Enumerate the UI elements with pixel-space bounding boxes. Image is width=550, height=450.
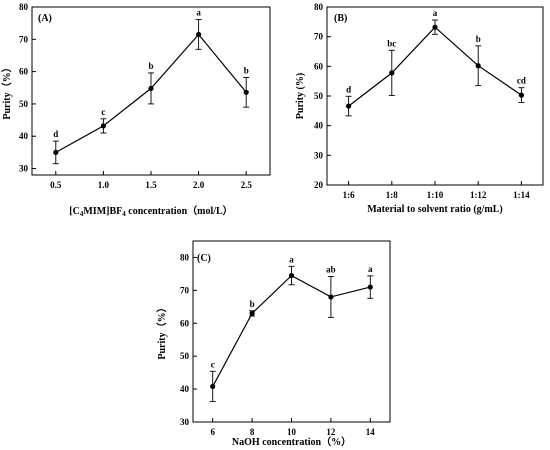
data-point <box>346 103 352 109</box>
data-point <box>288 272 295 279</box>
y-tick-label: 30 <box>180 417 190 427</box>
y-tick-label: 70 <box>19 34 29 44</box>
y-tick-label: 80 <box>314 2 324 12</box>
significance-label: c <box>211 359 215 369</box>
x-tick-label: 1.5 <box>145 180 157 190</box>
y-tick-label: 50 <box>180 351 190 361</box>
panel-label: (C) <box>197 253 211 264</box>
y-axis-label: Purity（%） <box>0 62 13 119</box>
x-tick-label: 6 <box>210 427 215 437</box>
x-tick-label: 8 <box>250 427 255 437</box>
data-point <box>100 123 106 129</box>
y-tick-label: 40 <box>314 121 324 131</box>
significance-label: a <box>196 8 201 18</box>
data-point <box>243 89 249 95</box>
significance-label: b <box>250 299 255 309</box>
x-tick-label: 12 <box>326 427 336 437</box>
panel-b: 20 30 40 50 60 70 80 1:6 1:8 1:10 1:12 1:14 d bc a b cd (… <box>295 2 544 215</box>
significance-label: a <box>368 264 373 274</box>
y-axis-label: Purity (%) <box>295 73 306 119</box>
x-tick-label: 14 <box>366 427 376 437</box>
y-tick-label: 70 <box>314 32 324 42</box>
x-tick-label: 1:8 <box>386 190 398 200</box>
x-tick-label: 1:12 <box>470 190 487 200</box>
data-point <box>367 284 373 290</box>
y-axis-label: Purity（%） <box>155 302 168 359</box>
panel-label: (B) <box>334 13 347 24</box>
y-tick-label: 60 <box>180 318 190 328</box>
data-point <box>328 294 334 300</box>
y-tick-label: 40 <box>19 131 29 141</box>
y-tick-label: 50 <box>314 91 324 101</box>
data-point <box>518 92 525 98</box>
panel-label: (A) <box>38 13 52 24</box>
y-tick-label: 30 <box>19 164 29 174</box>
x-tick-label: 0.5 <box>50 180 62 190</box>
significance-label: a <box>433 8 438 18</box>
significance-label: b <box>476 34 481 44</box>
x-tick-label: 10 <box>287 427 297 437</box>
x-axis-label-subscript: 4 <box>122 210 126 218</box>
x-axis-label: Material to solvent ratio (g/mL) <box>367 204 503 215</box>
x-tick-label: 1.0 <box>98 180 110 190</box>
data-point <box>432 24 438 30</box>
x-tick-label: 1:10 <box>427 190 444 200</box>
x-axis-label-part: [C <box>69 206 80 217</box>
data-point <box>475 63 481 69</box>
y-tick-label: 60 <box>19 67 29 77</box>
x-tick-label: 1:14 <box>513 190 530 200</box>
y-tick-label: 80 <box>180 252 190 262</box>
significance-label: cd <box>517 76 526 86</box>
data-point <box>249 310 255 316</box>
y-tick-label: 80 <box>19 2 29 12</box>
panel-a: 30 40 50 60 70 80 0.5 1.0 1.5 2.0 2.5 d c b a b (A) Purit… <box>0 2 271 218</box>
data-point <box>53 149 59 155</box>
significance-label: b <box>148 61 153 71</box>
data-point <box>148 85 154 92</box>
y-tick-label: 70 <box>180 285 190 295</box>
significance-label: bc <box>387 38 396 48</box>
significance-label: d <box>53 129 58 139</box>
data-point <box>210 383 216 390</box>
y-tick-label: 40 <box>180 384 190 394</box>
x-axis-label: [C4MIM]BF4 concentration（mol/L） <box>69 204 232 218</box>
significance-label: d <box>346 84 351 94</box>
significance-label: ab <box>326 265 336 275</box>
x-axis-label-part: MIM]BF <box>83 206 122 217</box>
x-axis-label-subscript: 4 <box>80 210 84 218</box>
y-tick-label: 60 <box>314 61 324 71</box>
data-point <box>389 70 395 76</box>
x-tick-label: 1:6 <box>343 190 355 200</box>
x-tick-label: 2.5 <box>241 180 253 190</box>
series-line <box>212 274 371 387</box>
significance-label: c <box>101 107 105 117</box>
y-tick-label: 20 <box>314 180 324 190</box>
x-axis-label: NaOH concentration（%） <box>232 435 351 448</box>
significance-label: a <box>289 254 294 264</box>
panel-c: 30 40 50 60 70 80 6 8 10 12 14 c b a ab a (C) Purity（%） Na… <box>155 240 391 448</box>
significance-label: b <box>244 65 249 75</box>
data-point <box>196 31 202 38</box>
series-line <box>348 26 522 107</box>
x-axis-label-part: concentration（mol/L） <box>126 204 233 217</box>
x-tick-label: 2.0 <box>193 180 205 190</box>
y-tick-label: 30 <box>314 150 324 160</box>
y-tick-label: 50 <box>19 99 29 109</box>
